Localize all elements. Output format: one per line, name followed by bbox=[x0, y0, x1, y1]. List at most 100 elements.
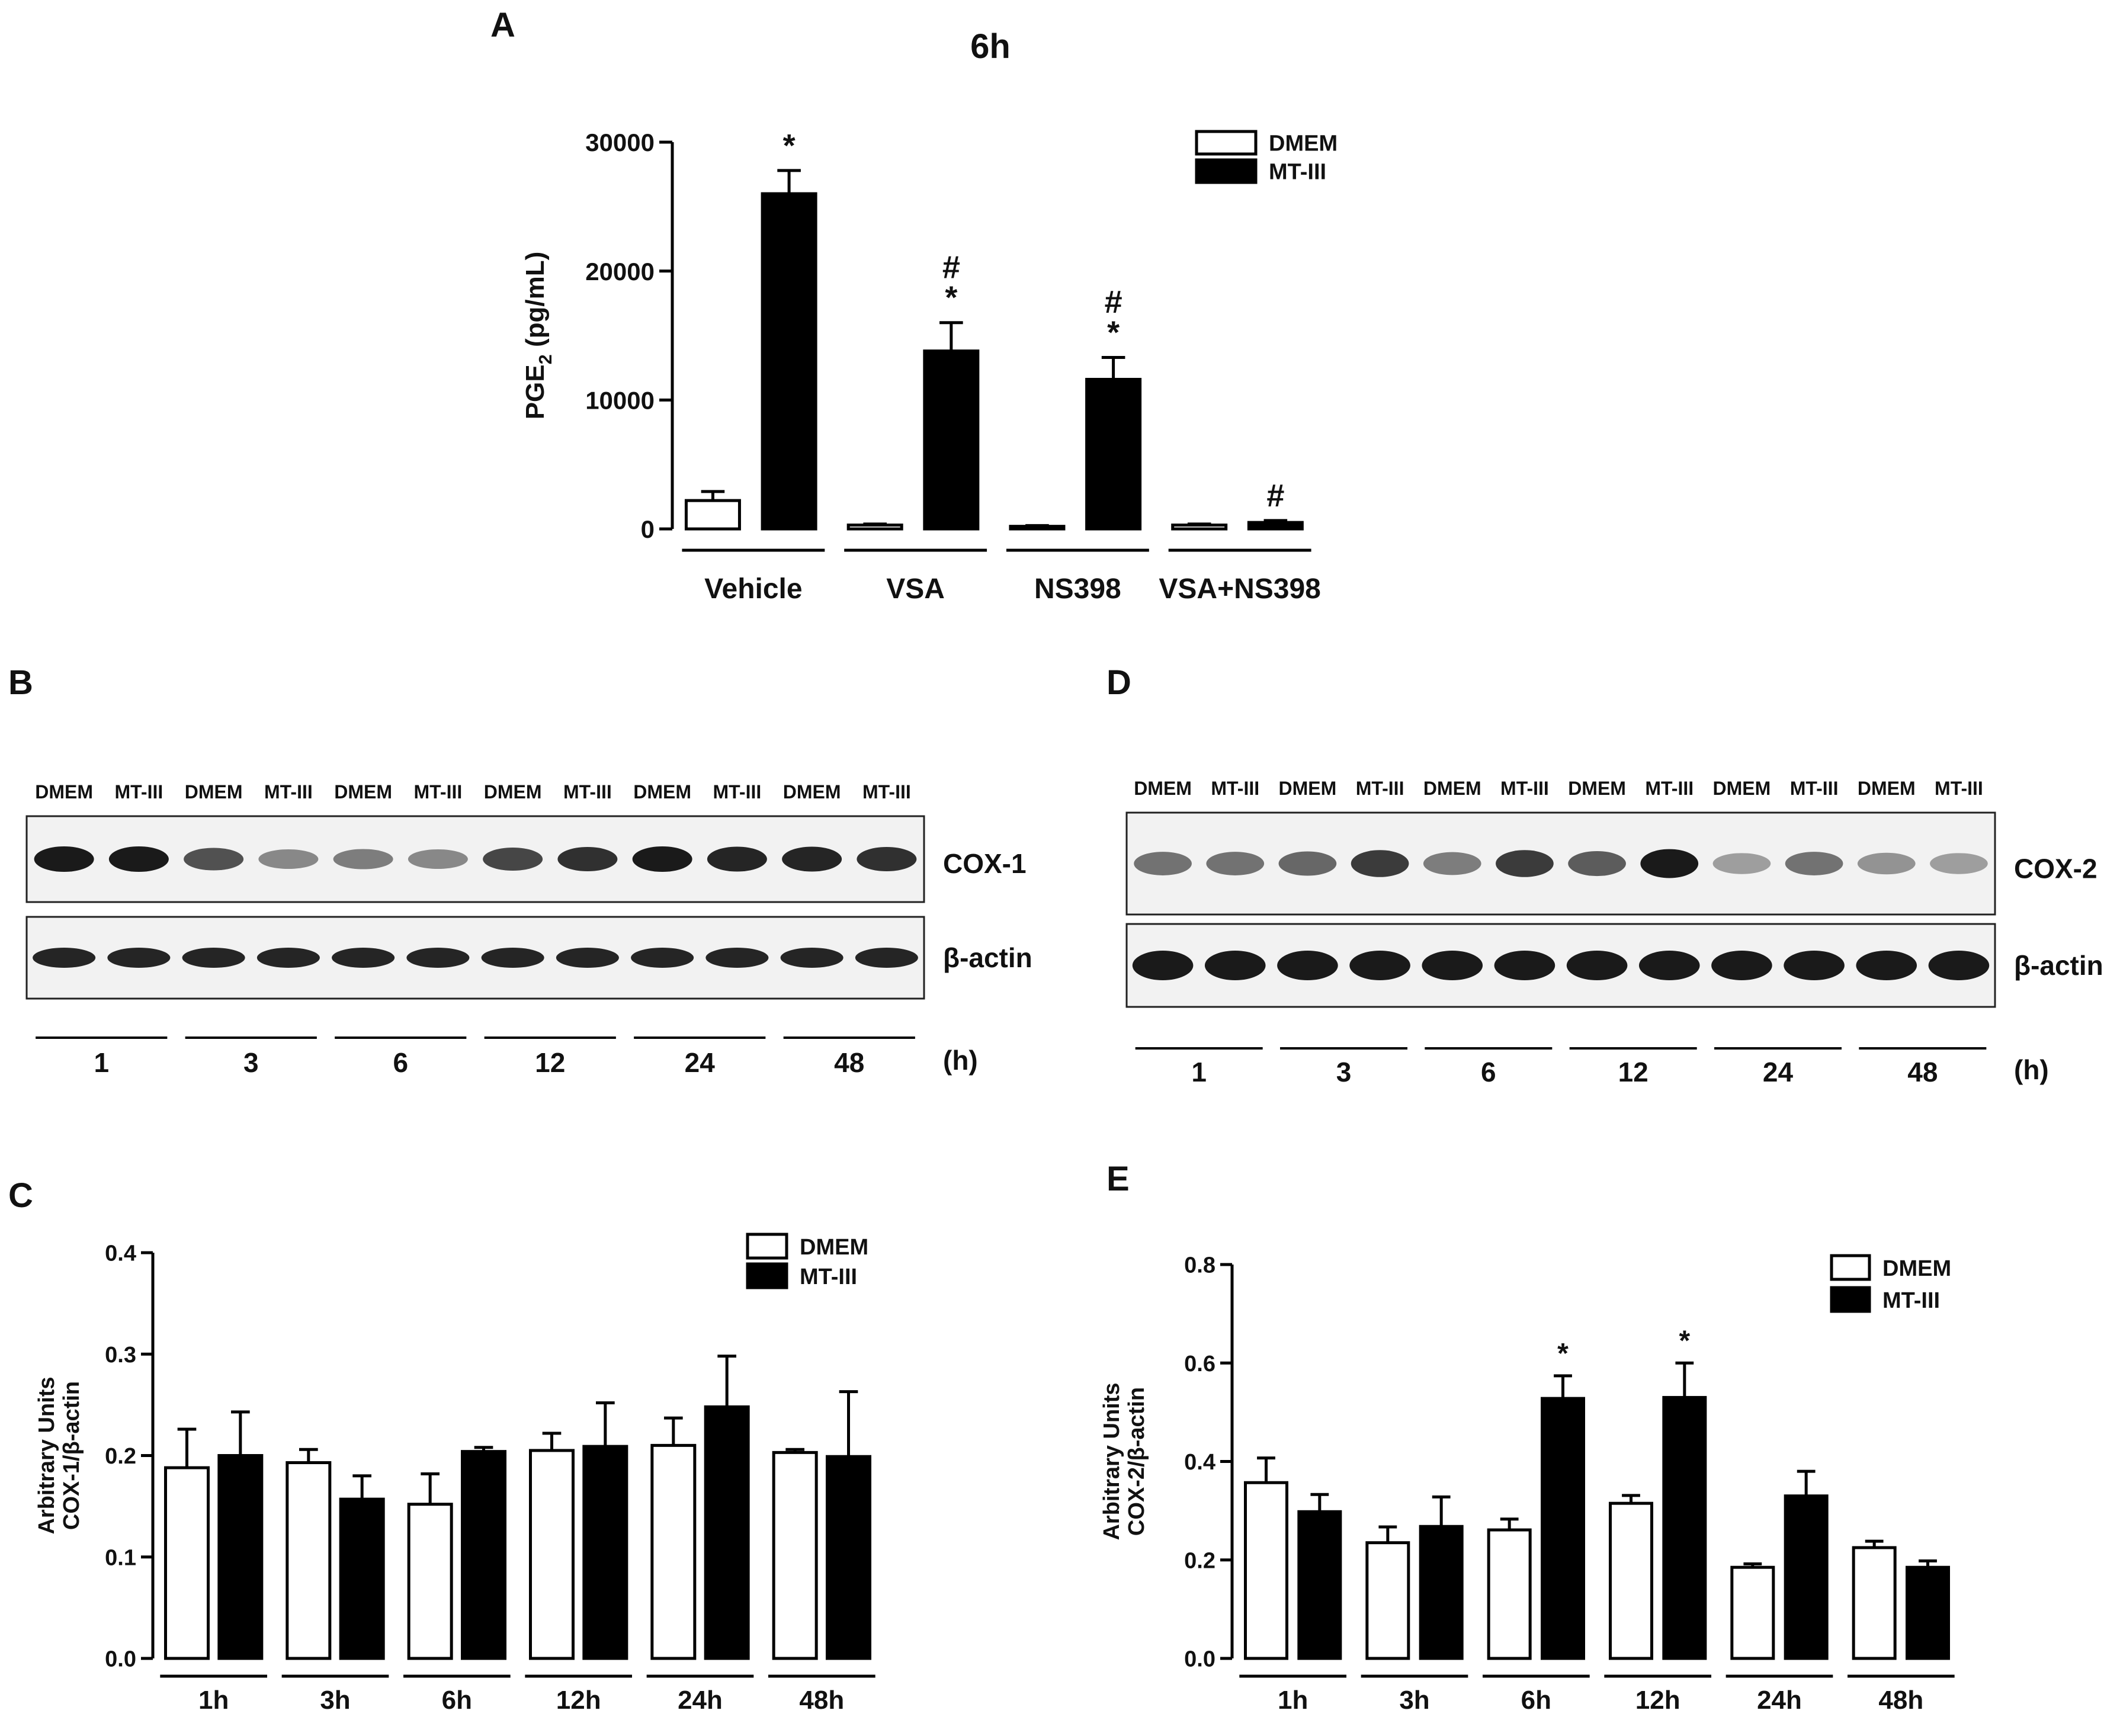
protein-band bbox=[1712, 853, 1771, 874]
control-band bbox=[481, 948, 544, 968]
y-axis-label-line2: COX-1/β-actin bbox=[59, 1381, 84, 1530]
lane-label: MT-III bbox=[413, 781, 462, 803]
x-category-label: NS398 bbox=[1034, 573, 1121, 605]
y-tick-label: 20000 bbox=[585, 258, 655, 285]
control-band bbox=[556, 948, 619, 968]
significance-mark: * bbox=[945, 280, 957, 316]
bar-dmem bbox=[286, 1461, 332, 1660]
protein-band bbox=[333, 849, 393, 869]
y-axis-label-line1: Arbitrary Units bbox=[34, 1376, 59, 1534]
control-band bbox=[1422, 951, 1483, 980]
panel-letter-c: C bbox=[8, 1176, 33, 1215]
protein-band bbox=[1351, 850, 1409, 877]
lane-label: DMEM bbox=[334, 781, 392, 803]
control-band bbox=[1132, 951, 1194, 980]
x-category-label: 24h bbox=[1757, 1686, 1802, 1715]
protein-band bbox=[782, 846, 842, 872]
protein-band bbox=[108, 846, 169, 872]
significance-mark: * bbox=[783, 128, 796, 163]
bar-dmem bbox=[1608, 1501, 1653, 1660]
bar-mtiii bbox=[923, 349, 980, 531]
control-band bbox=[1277, 951, 1338, 980]
lane-label: MT-III bbox=[1935, 778, 1983, 799]
y-tick-label: 0.8 bbox=[1184, 1253, 1215, 1278]
y-tick-label: 0.4 bbox=[1184, 1450, 1215, 1475]
bar-dmem bbox=[1730, 1565, 1775, 1660]
protein-band bbox=[1640, 849, 1699, 878]
protein-label: COX-1 bbox=[943, 848, 1027, 879]
legend-swatch-dmem bbox=[1195, 130, 1258, 156]
control-band bbox=[1638, 951, 1700, 980]
y-tick-label: 0.6 bbox=[1184, 1352, 1215, 1376]
blot-membrane-control bbox=[1125, 923, 1996, 1008]
lane-label: MT-III bbox=[1645, 778, 1694, 799]
legend-label-mtiii: MT-III bbox=[1882, 1288, 1940, 1313]
time-label: 3 bbox=[243, 1047, 259, 1078]
x-category-label: 1h bbox=[198, 1686, 229, 1715]
protein-band bbox=[34, 846, 94, 872]
legend-label-dmem: DMEM bbox=[800, 1235, 868, 1260]
protein-band bbox=[184, 848, 244, 871]
lane-label: MT-III bbox=[114, 781, 163, 803]
control-label: β-actin bbox=[943, 942, 1032, 973]
bar-dmem bbox=[1243, 1481, 1288, 1660]
protein-band bbox=[1930, 853, 1988, 874]
panel-letter-b: B bbox=[8, 663, 33, 702]
bar-dmem bbox=[163, 1466, 210, 1660]
bar-mtiii bbox=[1906, 1565, 1951, 1660]
x-category-label: 48h bbox=[1878, 1686, 1923, 1715]
bar-mtiii bbox=[1247, 521, 1304, 531]
y-axis-label: PGE2 (pg/mL) bbox=[521, 252, 556, 420]
control-band bbox=[1928, 951, 1990, 980]
lane-label: MT-III bbox=[1790, 778, 1839, 799]
x-category-label: 1h bbox=[1278, 1686, 1308, 1715]
protein-band bbox=[1278, 851, 1337, 876]
blot-membrane-control bbox=[25, 916, 925, 1000]
bar-mtiii bbox=[761, 192, 817, 531]
chart-e-cox2-ratio: 0.0 0.2 0.4 0.6 0.8 Arbitrary Units COX-2/β-ac… bbox=[1099, 1253, 1955, 1715]
protein-band bbox=[1568, 851, 1626, 877]
bar-mtiii bbox=[1662, 1395, 1707, 1660]
control-band bbox=[705, 948, 769, 968]
legend-label-mtiii: MT-III bbox=[1269, 159, 1326, 184]
bar-dmem bbox=[407, 1503, 453, 1660]
bar-dmem bbox=[650, 1443, 697, 1660]
western-blot-b-cox1: DMEM MT-III DMEM MT-III DMEM MT-III DMEM MT-III… bbox=[25, 781, 1032, 1078]
lane-label: DMEM bbox=[783, 781, 841, 803]
bar-dmem bbox=[1487, 1528, 1532, 1660]
control-band bbox=[107, 948, 171, 968]
protein-band bbox=[1423, 852, 1481, 875]
y-tick-label: 0 bbox=[641, 515, 655, 543]
control-band bbox=[631, 948, 694, 968]
y-tick-label: 10000 bbox=[585, 386, 655, 414]
western-blot-d-cox2: DMEM MT-III DMEM MT-III DMEM MT-III DMEM MT-III… bbox=[1125, 778, 2103, 1087]
time-label: 12 bbox=[1618, 1057, 1648, 1087]
x-category-label: 3h bbox=[320, 1686, 350, 1715]
lane-label: DMEM bbox=[1713, 778, 1771, 799]
x-category-label: VSA+NS398 bbox=[1159, 573, 1321, 605]
lane-label: DMEM bbox=[1423, 778, 1481, 799]
y-axis-label-line2: COX-2/β-actin bbox=[1124, 1387, 1149, 1536]
protein-band bbox=[557, 846, 618, 872]
y-tick-label: 0.2 bbox=[1184, 1548, 1215, 1573]
blot-membrane bbox=[1125, 811, 1996, 916]
bar-dmem bbox=[684, 499, 741, 531]
time-label: 6 bbox=[1481, 1057, 1496, 1087]
bar-dmem bbox=[846, 523, 903, 531]
protein-band bbox=[258, 849, 319, 869]
protein-band bbox=[1857, 852, 1916, 875]
bar-mtiii bbox=[1297, 1510, 1342, 1660]
lane-label: MT-III bbox=[563, 781, 612, 803]
protein-band bbox=[1134, 852, 1192, 875]
lane-label: MT-III bbox=[862, 781, 911, 803]
significance-mark: * bbox=[1679, 1325, 1690, 1356]
protein-band bbox=[632, 846, 692, 872]
lane-label: MT-III bbox=[1356, 778, 1404, 799]
protein-band bbox=[707, 846, 767, 872]
legend-swatch-mtiii bbox=[746, 1262, 788, 1289]
control-label: β-actin bbox=[2014, 950, 2103, 981]
control-band bbox=[780, 948, 843, 968]
control-band bbox=[1856, 951, 1917, 980]
protein-band bbox=[1785, 852, 1843, 875]
control-band bbox=[1784, 951, 1845, 980]
